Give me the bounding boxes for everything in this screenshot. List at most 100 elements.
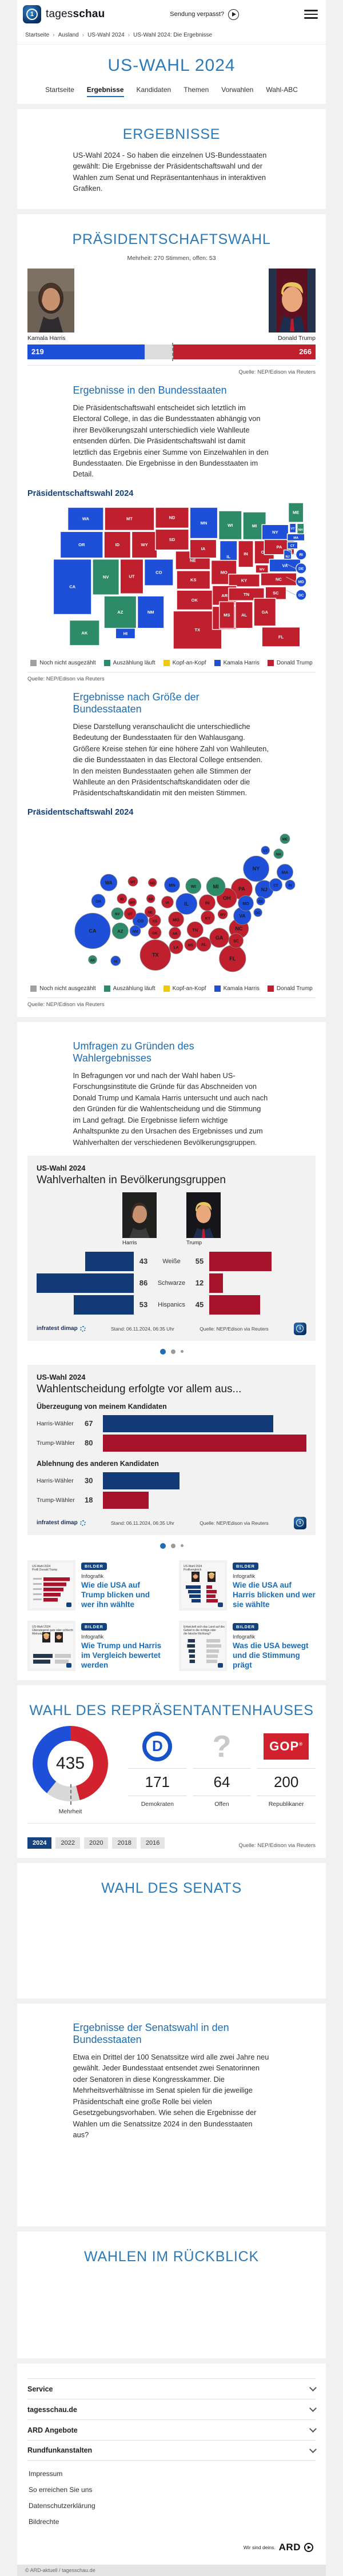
footer-accordion-tagesschau-de[interactable]: tagesschau.de	[27, 2399, 317, 2419]
state-bubble-MS[interactable]	[184, 938, 197, 951]
state-bubble-WA[interactable]	[100, 874, 118, 891]
state-FL[interactable]	[261, 626, 301, 647]
state-ID[interactable]	[103, 531, 131, 559]
state-UT[interactable]	[119, 558, 144, 594]
tab-themen[interactable]: Themen	[184, 86, 209, 94]
year-button-2016[interactable]: 2016	[140, 1837, 165, 1849]
state-NV[interactable]	[92, 558, 119, 595]
state-bubble-WY[interactable]	[127, 898, 137, 907]
state-bubble-AZ[interactable]	[111, 922, 129, 939]
footer-link-impressum[interactable]: Impressum	[29, 2470, 63, 2478]
teaser-card[interactable]: US-Wahl 2024 Profilvergleich BILDER Infogra…	[179, 1560, 316, 1610]
breadcrumb-item[interactable]: US-Wahl 2024	[87, 32, 125, 38]
carousel-dot[interactable]	[180, 1350, 184, 1353]
state-MA[interactable]	[286, 533, 305, 542]
state-bubble-AR[interactable]	[169, 927, 181, 940]
state-RI[interactable]	[296, 548, 307, 560]
year-button-2024[interactable]: 2024	[27, 1837, 52, 1849]
state-bubble-AK[interactable]	[88, 955, 97, 964]
state-bubble-IA[interactable]	[161, 896, 174, 908]
state-bubble-MI[interactable]	[206, 876, 226, 896]
state-bubble-MA[interactable]	[277, 864, 293, 880]
teaser-card[interactable]: Entwickelt sich das Land auf diesemGebie…	[179, 1620, 316, 1671]
state-bubble-TN[interactable]	[186, 921, 204, 938]
state-bubble-KY[interactable]	[201, 910, 215, 925]
state-bubble-VT[interactable]	[261, 846, 270, 855]
state-TX[interactable]	[173, 610, 222, 650]
tab-vorwahlen[interactable]: Vorwahlen	[221, 86, 254, 94]
tagesschau-logo[interactable]: 1 tagesschau	[23, 5, 105, 23]
state-CA[interactable]	[53, 558, 92, 615]
state-WI[interactable]	[218, 510, 242, 540]
us-states-choropleth-map[interactable]: WA MT ND MN ME OR ID WY SD WI MI NY VT NH CA NV UT CO NE IA…	[36, 502, 307, 651]
footer-accordion-service[interactable]: Service	[27, 2378, 317, 2399]
footer-link-datenschutzerkl-rung[interactable]: Datenschutzerklärung	[29, 2502, 95, 2510]
state-bubble-CO[interactable]	[132, 912, 149, 928]
state-bubble-WV[interactable]	[217, 909, 228, 919]
state-bubble-MO[interactable]	[168, 911, 184, 927]
sendung-verpasst-button[interactable]: Sendung verpasst?	[170, 9, 240, 20]
state-bubble-MD[interactable]	[238, 895, 254, 911]
state-KS[interactable]	[176, 570, 211, 590]
state-bubble-NE[interactable]	[144, 906, 156, 918]
state-bubble-OR[interactable]	[91, 894, 106, 908]
tab-kandidaten[interactable]: Kandidaten	[136, 86, 172, 94]
carousel-dot[interactable]	[180, 1544, 184, 1548]
menu-button[interactable]	[304, 10, 318, 19]
state-WY[interactable]	[131, 531, 158, 559]
state-bubble-NM[interactable]	[129, 925, 141, 937]
footer-link-bildrechte[interactable]: Bildrechte	[29, 2518, 59, 2526]
state-IN[interactable]	[238, 540, 254, 568]
teaser-card[interactable]: US-Wahl 2024 Profil Donald Trump BILDER Inf…	[27, 1560, 164, 1610]
state-bubble-LA[interactable]	[169, 940, 184, 954]
us-states-bubble-map[interactable]: CA TX FL NY PA IL OH GA NC MI NJ VA WA MA IN AZ TN MN WI MD…	[36, 822, 307, 977]
carousel-dot[interactable]	[170, 1349, 176, 1354]
breadcrumb-item[interactable]: Ausland	[58, 32, 79, 38]
year-button-2022[interactable]: 2022	[55, 1837, 80, 1849]
state-TN[interactable]	[228, 587, 265, 601]
state-MS[interactable]	[218, 601, 235, 629]
state-AK[interactable]	[69, 619, 100, 646]
state-bubble-UT[interactable]	[123, 907, 137, 920]
state-bubble-SC[interactable]	[228, 933, 244, 948]
state-DE[interactable]	[296, 563, 307, 574]
state-IA[interactable]	[189, 539, 217, 559]
footer-link-so-erreichen-sie-uns[interactable]: So erreichen Sie uns	[29, 2486, 93, 2494]
state-VT[interactable]	[289, 523, 297, 533]
state-GA[interactable]	[253, 598, 277, 627]
carousel-dot[interactable]	[159, 1348, 166, 1355]
state-bubble-DE[interactable]	[256, 896, 265, 906]
state-bubble-DC[interactable]	[253, 908, 262, 917]
state-bubble-CA[interactable]	[74, 912, 111, 949]
state-CO[interactable]	[143, 558, 174, 586]
footer-accordion-rundfunkanstalten[interactable]: Rundfunkanstalten	[27, 2440, 317, 2461]
footer-accordion-ard-angebote[interactable]: ARD Angebote	[27, 2419, 317, 2440]
state-bubble-CT[interactable]	[269, 878, 282, 892]
state-MD[interactable]	[296, 576, 307, 587]
state-OK[interactable]	[176, 590, 213, 610]
state-bubble-NY[interactable]	[243, 855, 269, 882]
state-WA[interactable]	[67, 507, 104, 531]
state-ME[interactable]	[288, 502, 304, 523]
state-bubble-NH[interactable]	[273, 848, 284, 859]
state-bubble-SD[interactable]	[146, 894, 155, 903]
year-button-2020[interactable]: 2020	[83, 1837, 109, 1849]
state-AL[interactable]	[235, 601, 253, 629]
carousel-dot[interactable]	[170, 1543, 176, 1548]
tab-ergebnisse[interactable]: Ergebnisse	[86, 86, 124, 97]
state-OR[interactable]	[59, 531, 103, 559]
state-NM[interactable]	[137, 595, 165, 629]
state-bubble-ND[interactable]	[148, 878, 157, 887]
carousel-dot[interactable]	[159, 1543, 166, 1549]
state-bubble-GA[interactable]	[209, 928, 229, 948]
state-SD[interactable]	[155, 528, 189, 551]
state-bubble-HI[interactable]	[110, 955, 121, 966]
state-CT[interactable]	[286, 541, 298, 550]
breadcrumb-item[interactable]: Startseite	[25, 32, 50, 38]
state-MT[interactable]	[104, 507, 155, 531]
teaser-card[interactable]: US-Wahl 2024 Überwiegend gute oder schlec…	[27, 1620, 164, 1671]
state-bubble-NV[interactable]	[111, 907, 124, 920]
state-bubble-RI[interactable]	[285, 879, 296, 890]
state-bubble-IL[interactable]	[176, 893, 198, 915]
state-bubble-WI[interactable]	[185, 878, 202, 894]
